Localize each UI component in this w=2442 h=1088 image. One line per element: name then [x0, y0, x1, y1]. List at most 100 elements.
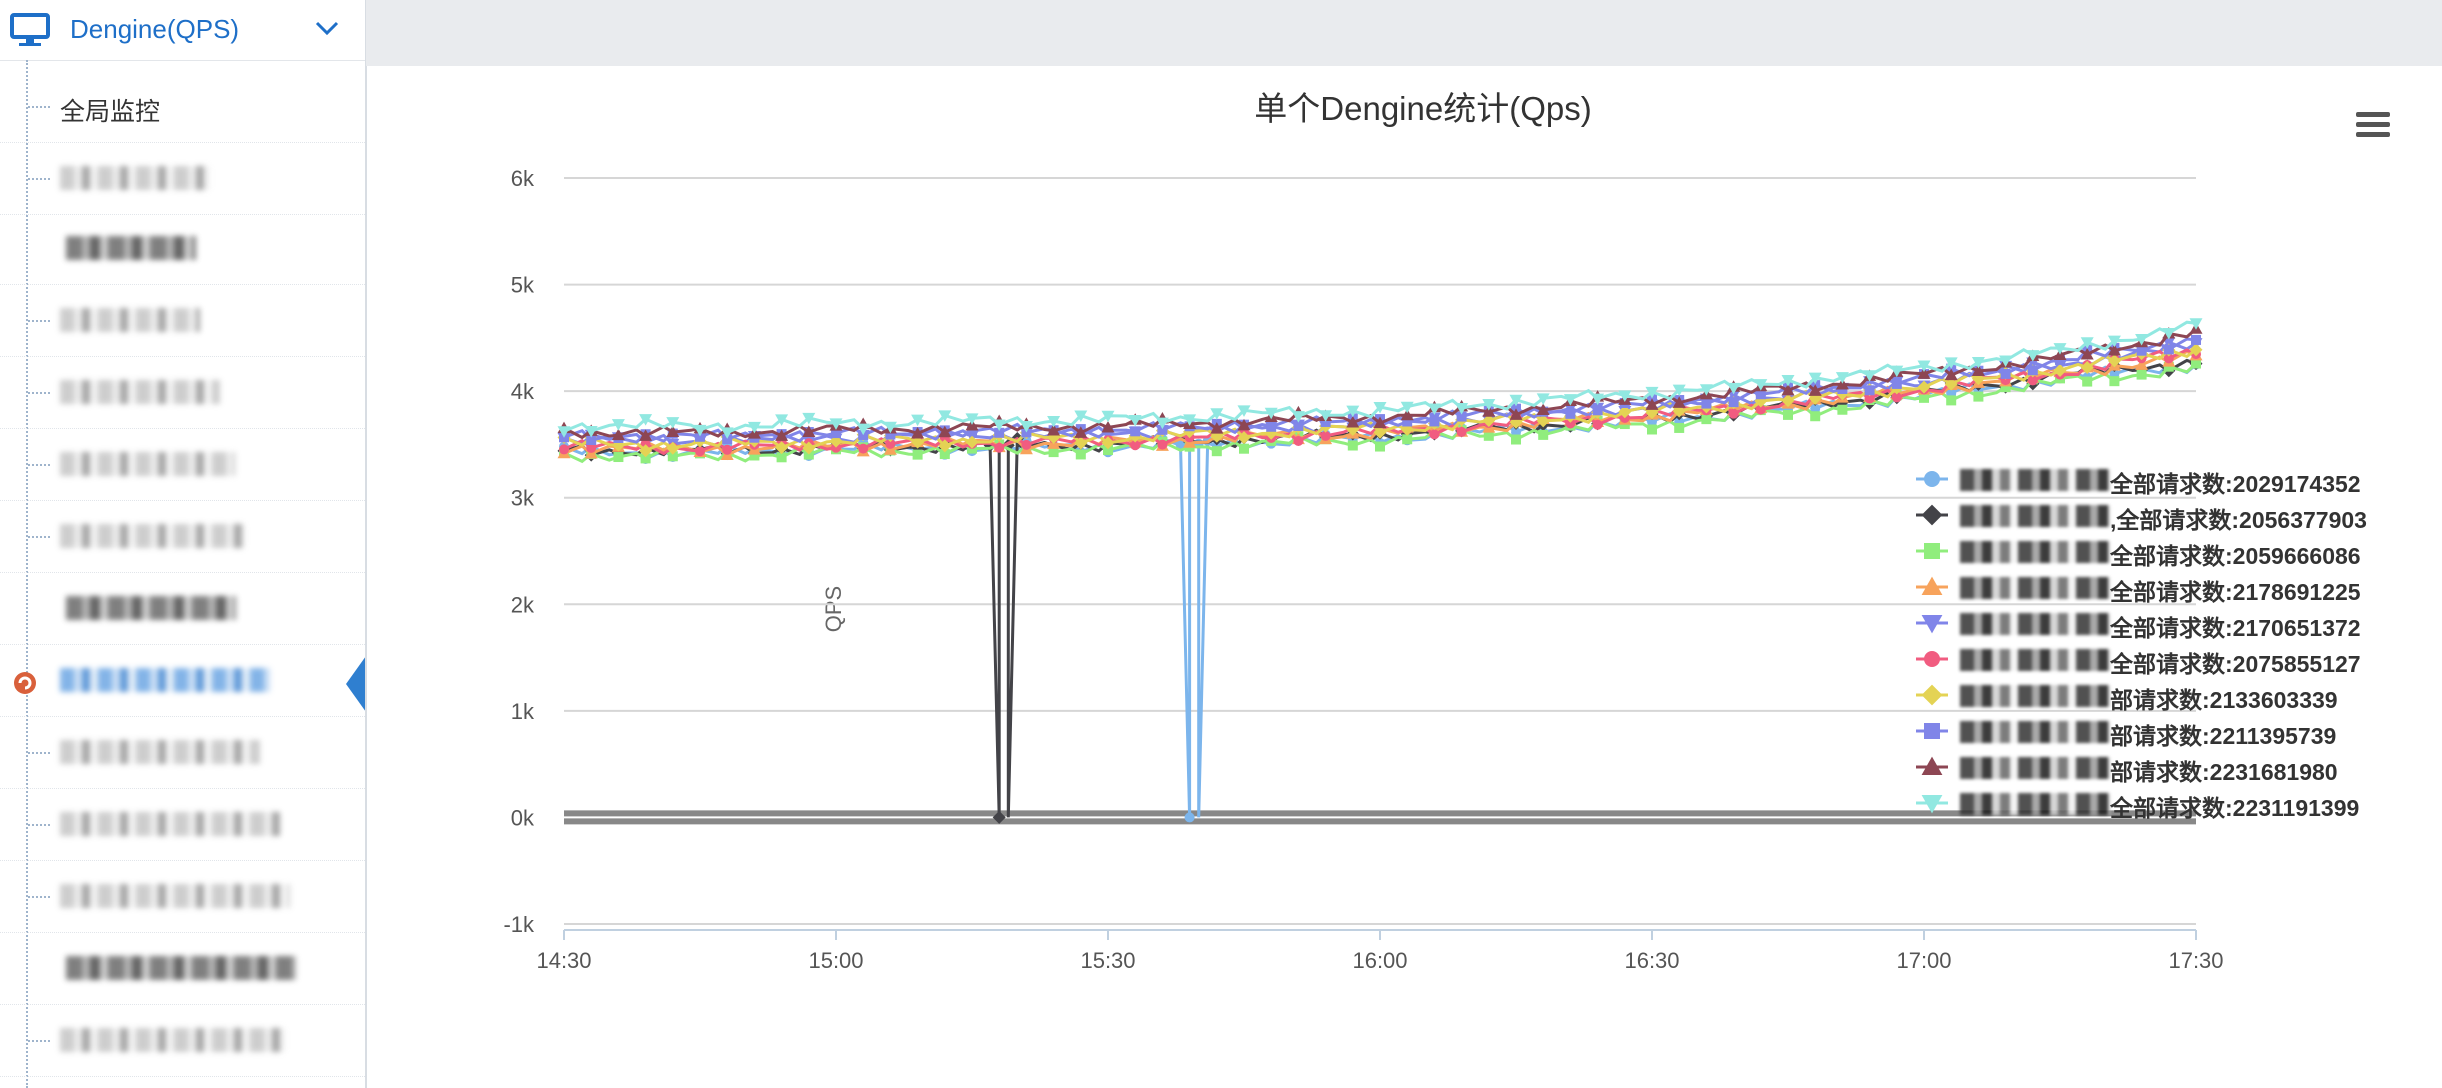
data-point	[2136, 345, 2147, 356]
sidebar-item[interactable]	[0, 790, 365, 861]
sidebar-item[interactable]	[0, 430, 365, 501]
data-point	[2053, 343, 2067, 355]
x-tick-label: 15:00	[808, 948, 863, 973]
legend-item[interactable]: ,全部请求数:2056377903	[1914, 501, 2442, 533]
data-point	[666, 441, 680, 455]
legend-item[interactable]: 全部请求数:2029174352	[1914, 465, 2442, 497]
data-point	[1237, 418, 1251, 431]
legend-symbol	[1916, 504, 1948, 526]
x-tick-label: 17:30	[2168, 948, 2223, 973]
legend-item[interactable]: 全部请求数:2231191399	[1914, 789, 2442, 821]
chart-menu-button[interactable]	[2354, 110, 2394, 142]
grid	[564, 177, 2196, 925]
legend-item[interactable]: 全部请求数:2178691225	[1914, 573, 2442, 605]
sidebar-item[interactable]	[0, 718, 365, 789]
data-point	[1727, 390, 1741, 402]
legend-label: 部请求数:2231681980	[2110, 759, 2338, 785]
legend-item[interactable]: 全部请求数:2059666086	[1914, 537, 2442, 569]
legend-item[interactable]: 部请求数:2133603339	[1914, 681, 2442, 713]
data-point	[1074, 410, 1088, 423]
data-point	[1429, 429, 1440, 440]
data-point	[557, 426, 571, 438]
sidebar-item[interactable]	[0, 214, 365, 285]
y-tick-label: 5k	[511, 273, 535, 298]
data-point	[640, 439, 651, 450]
data-point	[1890, 365, 1904, 378]
sidebar-item[interactable]	[0, 934, 365, 1005]
data-point	[1074, 426, 1088, 438]
legend-label: 全部请求数:2170651372	[2110, 615, 2361, 641]
redacted-series-name	[1960, 793, 2110, 815]
legend-symbol	[1916, 471, 1948, 487]
tree-branch	[28, 1040, 50, 1042]
sidebar-item[interactable]	[0, 862, 365, 933]
sidebar-item[interactable]	[0, 1006, 365, 1077]
legend-marker	[1921, 504, 1943, 526]
data-point	[2080, 337, 2094, 349]
data-point	[2027, 375, 2038, 386]
redacted-series-name	[1960, 649, 2110, 671]
legend-item[interactable]: 全部请求数:2075855127	[1914, 645, 2442, 677]
data-point	[1891, 378, 1902, 389]
sidebar-item[interactable]	[0, 502, 365, 573]
y-tick-label: 2k	[511, 592, 535, 617]
data-point	[831, 442, 841, 453]
data-point	[1674, 422, 1685, 433]
legend-symbol	[1916, 543, 1948, 559]
chevron-down-icon[interactable]	[314, 18, 340, 38]
data-point	[1536, 403, 1550, 416]
data-point	[1509, 394, 1523, 407]
legend-marker	[1921, 795, 1943, 814]
sidebar-item-global-monitor[interactable]: 全局监控	[0, 72, 365, 143]
sidebar-item[interactable]	[0, 574, 365, 645]
data-point	[802, 425, 816, 437]
data-point	[1429, 416, 1440, 427]
data-point	[559, 444, 569, 455]
data-point	[1130, 426, 1141, 437]
data-point	[1074, 436, 1088, 450]
legend-item[interactable]: 部请求数:2231681980	[1914, 753, 2442, 785]
tree-branch	[28, 824, 50, 826]
data-point	[1835, 372, 1849, 384]
data-point	[695, 431, 705, 442]
legend-symbol	[1916, 684, 1948, 706]
data-point	[2163, 361, 2174, 372]
data-point	[967, 426, 977, 437]
sidebar-header[interactable]: Dengine(QPS)	[0, 0, 365, 61]
data-point	[829, 418, 843, 430]
data-point	[1810, 411, 1821, 422]
data-point	[611, 419, 625, 431]
data-point	[1019, 420, 1033, 433]
legend-item[interactable]: 部请求数:2211395739	[1914, 717, 2442, 749]
sidebar-item[interactable]	[0, 144, 365, 215]
x-tick-label: 14:30	[536, 948, 591, 973]
data-point	[1536, 414, 1550, 428]
tree-branch	[28, 392, 50, 394]
data-point	[1175, 439, 1186, 450]
data-point	[2163, 353, 2174, 364]
sidebar-item[interactable]	[0, 286, 365, 357]
data-point	[1781, 394, 1795, 408]
y-tick-label: 1k	[511, 699, 535, 724]
chart-area: 单个Dengine统计(Qps) QPS -1k 0k 1k 2k 3k 4k 5k 6k 14…	[366, 66, 2442, 1088]
data-point	[2027, 365, 2038, 376]
legend-marker	[1924, 471, 1940, 487]
data-point	[1891, 392, 1902, 403]
data-point	[2053, 363, 2067, 377]
legend-symbol	[1916, 756, 1948, 775]
sidebar-title: Dengine(QPS)	[70, 14, 240, 44]
data-point	[938, 410, 952, 422]
data-point	[965, 413, 979, 425]
series-group	[557, 318, 2203, 824]
redacted-series-name	[1960, 469, 2110, 491]
data-point	[1320, 430, 1331, 441]
data-point	[1375, 441, 1385, 452]
data-point	[1157, 439, 1168, 450]
data-point	[1320, 416, 1331, 427]
sidebar-item[interactable]	[0, 358, 365, 429]
series-10	[557, 318, 2203, 439]
data-point	[1482, 398, 1496, 411]
legend-item[interactable]: 全部请求数:2170651372	[1914, 609, 2442, 641]
y-tick-label: 0k	[511, 805, 535, 830]
sidebar-item-active[interactable]	[0, 646, 365, 717]
